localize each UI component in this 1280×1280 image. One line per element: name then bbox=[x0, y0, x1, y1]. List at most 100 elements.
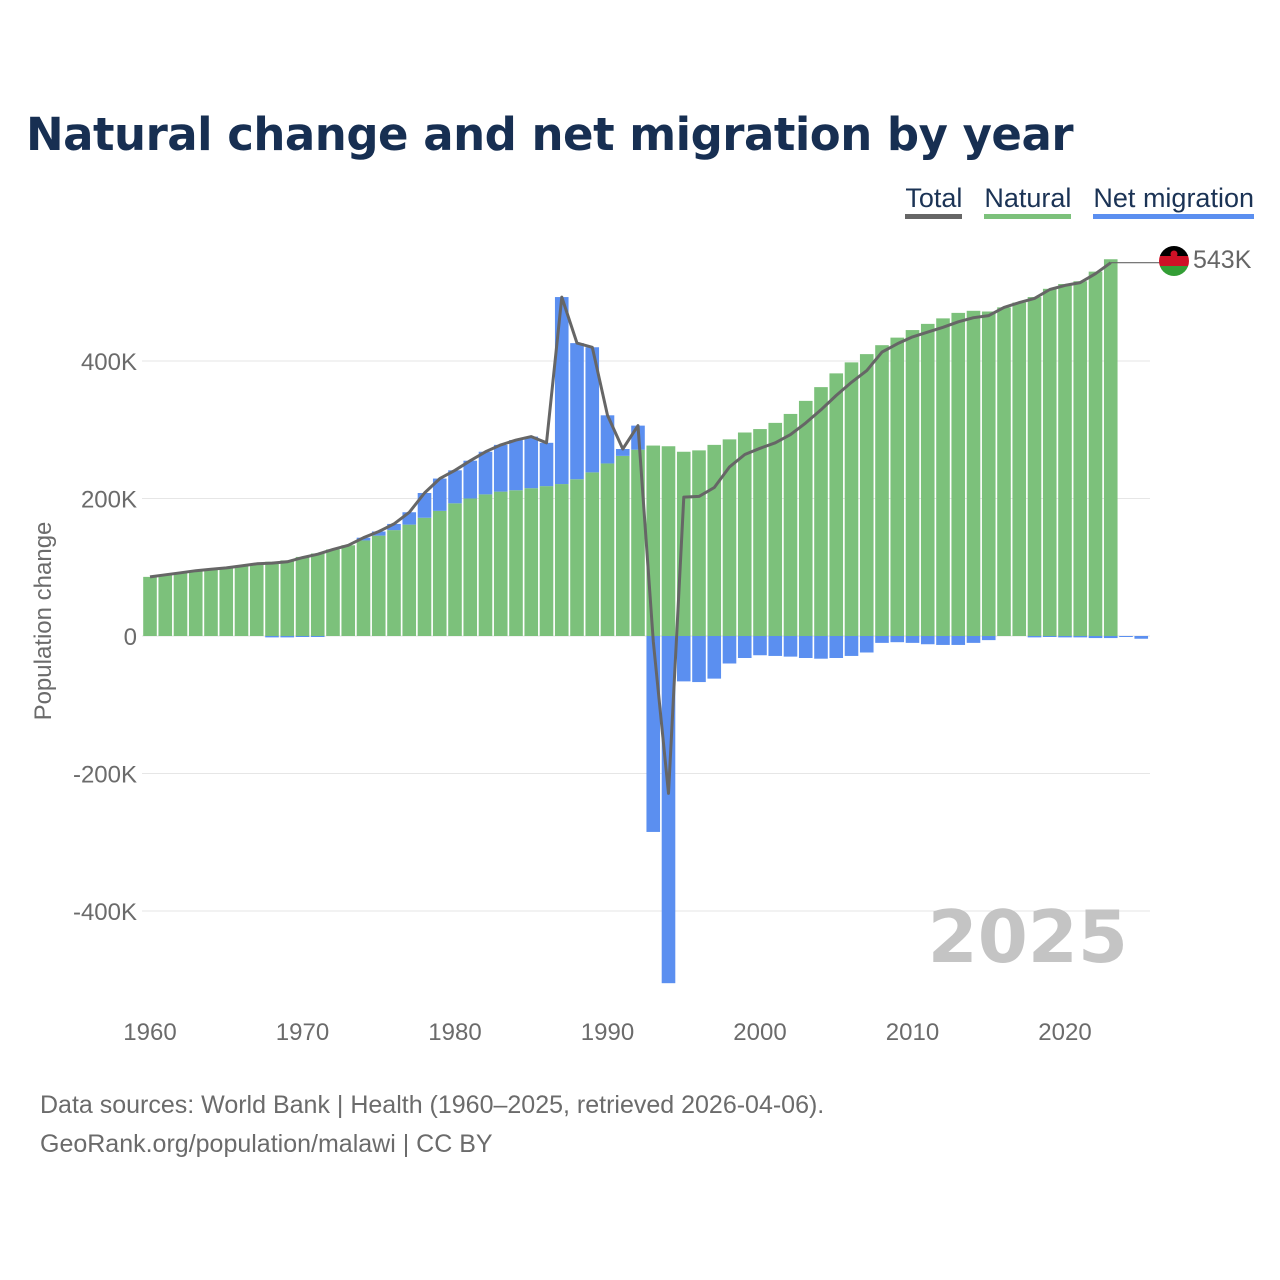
natural-bar[interactable] bbox=[783, 413, 798, 636]
net-migration-bar[interactable] bbox=[448, 470, 462, 504]
natural-bar[interactable] bbox=[875, 345, 889, 636]
natural-bar[interactable] bbox=[585, 472, 600, 636]
natural-bar[interactable] bbox=[920, 323, 935, 636]
natural-bar[interactable] bbox=[1027, 297, 1042, 636]
natural-bar[interactable] bbox=[997, 307, 1011, 636]
natural-bar[interactable] bbox=[692, 450, 706, 636]
natural-bar[interactable] bbox=[570, 479, 584, 636]
net-migration-bar[interactable] bbox=[814, 636, 828, 659]
net-migration-bar[interactable] bbox=[768, 636, 783, 656]
net-migration-bar[interactable] bbox=[1119, 636, 1133, 637]
net-migration-bar[interactable] bbox=[554, 297, 569, 485]
net-migration-bar[interactable] bbox=[753, 636, 767, 656]
net-migration-bar[interactable] bbox=[493, 444, 508, 492]
net-migration-bar[interactable] bbox=[524, 436, 539, 489]
net-migration-bar[interactable] bbox=[1042, 636, 1057, 637]
net-migration-bar[interactable] bbox=[981, 636, 996, 641]
natural-bar[interactable] bbox=[1042, 288, 1057, 636]
natural-bar[interactable] bbox=[798, 400, 813, 636]
net-migration-bar[interactable] bbox=[951, 636, 966, 645]
natural-bar[interactable] bbox=[249, 563, 264, 636]
net-migration-bar[interactable] bbox=[1073, 636, 1088, 638]
net-migration-bar[interactable] bbox=[783, 636, 798, 657]
natural-bar[interactable] bbox=[356, 540, 371, 636]
natural-bar[interactable] bbox=[509, 490, 523, 636]
natural-bar[interactable] bbox=[936, 318, 950, 636]
net-migration-bar[interactable] bbox=[1088, 636, 1103, 639]
net-migration-bar[interactable] bbox=[646, 636, 661, 832]
net-migration-bar[interactable] bbox=[920, 636, 935, 645]
net-migration-bar[interactable] bbox=[905, 636, 920, 643]
natural-bar[interactable] bbox=[737, 432, 752, 637]
source-line-2[interactable]: GeoRank.org/population/malawi | CC BY bbox=[40, 1130, 493, 1158]
net-migration-bar[interactable] bbox=[280, 636, 295, 638]
net-migration-bar[interactable] bbox=[798, 636, 813, 658]
natural-bar[interactable] bbox=[859, 354, 874, 636]
net-migration-bar[interactable] bbox=[432, 478, 447, 511]
net-migration-bar[interactable] bbox=[692, 636, 706, 683]
natural-bar[interactable] bbox=[951, 312, 966, 636]
natural-bar[interactable] bbox=[463, 498, 478, 637]
net-migration-bar[interactable] bbox=[1058, 636, 1072, 638]
net-migration-bar[interactable] bbox=[539, 442, 554, 487]
net-migration-bar[interactable] bbox=[966, 636, 981, 643]
natural-bar[interactable] bbox=[829, 373, 844, 636]
legend-item-total[interactable]: Total bbox=[905, 183, 963, 219]
natural-bar[interactable] bbox=[341, 545, 356, 636]
natural-bar[interactable] bbox=[539, 486, 554, 636]
net-migration-bar[interactable] bbox=[875, 636, 889, 643]
natural-bar[interactable] bbox=[219, 567, 234, 636]
net-migration-bar[interactable] bbox=[936, 636, 950, 645]
natural-bar[interactable] bbox=[707, 444, 722, 636]
natural-bar[interactable] bbox=[234, 565, 249, 636]
net-migration-bar[interactable] bbox=[1134, 636, 1149, 639]
net-migration-bar[interactable] bbox=[478, 451, 493, 495]
natural-bar[interactable] bbox=[1058, 284, 1072, 636]
natural-bar[interactable] bbox=[417, 517, 432, 636]
net-migration-bar[interactable] bbox=[295, 636, 310, 637]
net-migration-bar[interactable] bbox=[509, 440, 523, 491]
natural-bar[interactable] bbox=[966, 310, 981, 636]
natural-bar[interactable] bbox=[615, 455, 630, 636]
natural-bar[interactable] bbox=[722, 439, 737, 636]
natural-bar[interactable] bbox=[905, 330, 920, 636]
net-migration-bar[interactable] bbox=[310, 636, 325, 637]
natural-bar[interactable] bbox=[173, 572, 188, 636]
net-migration-bar[interactable] bbox=[722, 636, 737, 664]
natural-bar[interactable] bbox=[768, 422, 783, 636]
natural-bar[interactable] bbox=[600, 463, 615, 636]
net-migration-bar[interactable] bbox=[600, 415, 615, 464]
natural-bar[interactable] bbox=[1088, 271, 1103, 636]
natural-bar[interactable] bbox=[814, 387, 828, 636]
natural-bar[interactable] bbox=[158, 574, 173, 636]
natural-bar[interactable] bbox=[402, 524, 417, 636]
natural-bar[interactable] bbox=[844, 362, 859, 636]
natural-bar[interactable] bbox=[448, 503, 462, 636]
natural-bar[interactable] bbox=[280, 560, 295, 636]
natural-bar[interactable] bbox=[310, 553, 325, 637]
natural-bar[interactable] bbox=[204, 569, 218, 636]
net-migration-bar[interactable] bbox=[829, 636, 844, 658]
natural-bar[interactable] bbox=[1073, 281, 1088, 636]
net-migration-bar[interactable] bbox=[859, 636, 874, 653]
natural-bar[interactable] bbox=[478, 494, 493, 636]
net-migration-bar[interactable] bbox=[1027, 636, 1042, 638]
net-migration-bar[interactable] bbox=[387, 523, 401, 531]
natural-bar[interactable] bbox=[524, 488, 539, 636]
natural-bar[interactable] bbox=[265, 561, 279, 636]
natural-bar[interactable] bbox=[143, 576, 157, 636]
natural-bar[interactable] bbox=[326, 549, 340, 636]
natural-bar[interactable] bbox=[661, 446, 676, 636]
natural-bar[interactable] bbox=[981, 311, 996, 637]
natural-bar[interactable] bbox=[554, 484, 569, 636]
natural-bar[interactable] bbox=[1103, 259, 1118, 636]
natural-bar[interactable] bbox=[646, 445, 661, 636]
net-migration-bar[interactable] bbox=[1103, 636, 1118, 639]
natural-bar[interactable] bbox=[387, 530, 401, 636]
legend-item-net-migration[interactable]: Net migration bbox=[1093, 183, 1254, 219]
net-migration-bar[interactable] bbox=[615, 449, 630, 456]
net-migration-bar[interactable] bbox=[707, 636, 722, 679]
net-migration-bar[interactable] bbox=[844, 636, 859, 656]
natural-bar[interactable] bbox=[188, 570, 203, 636]
natural-bar[interactable] bbox=[295, 556, 310, 636]
